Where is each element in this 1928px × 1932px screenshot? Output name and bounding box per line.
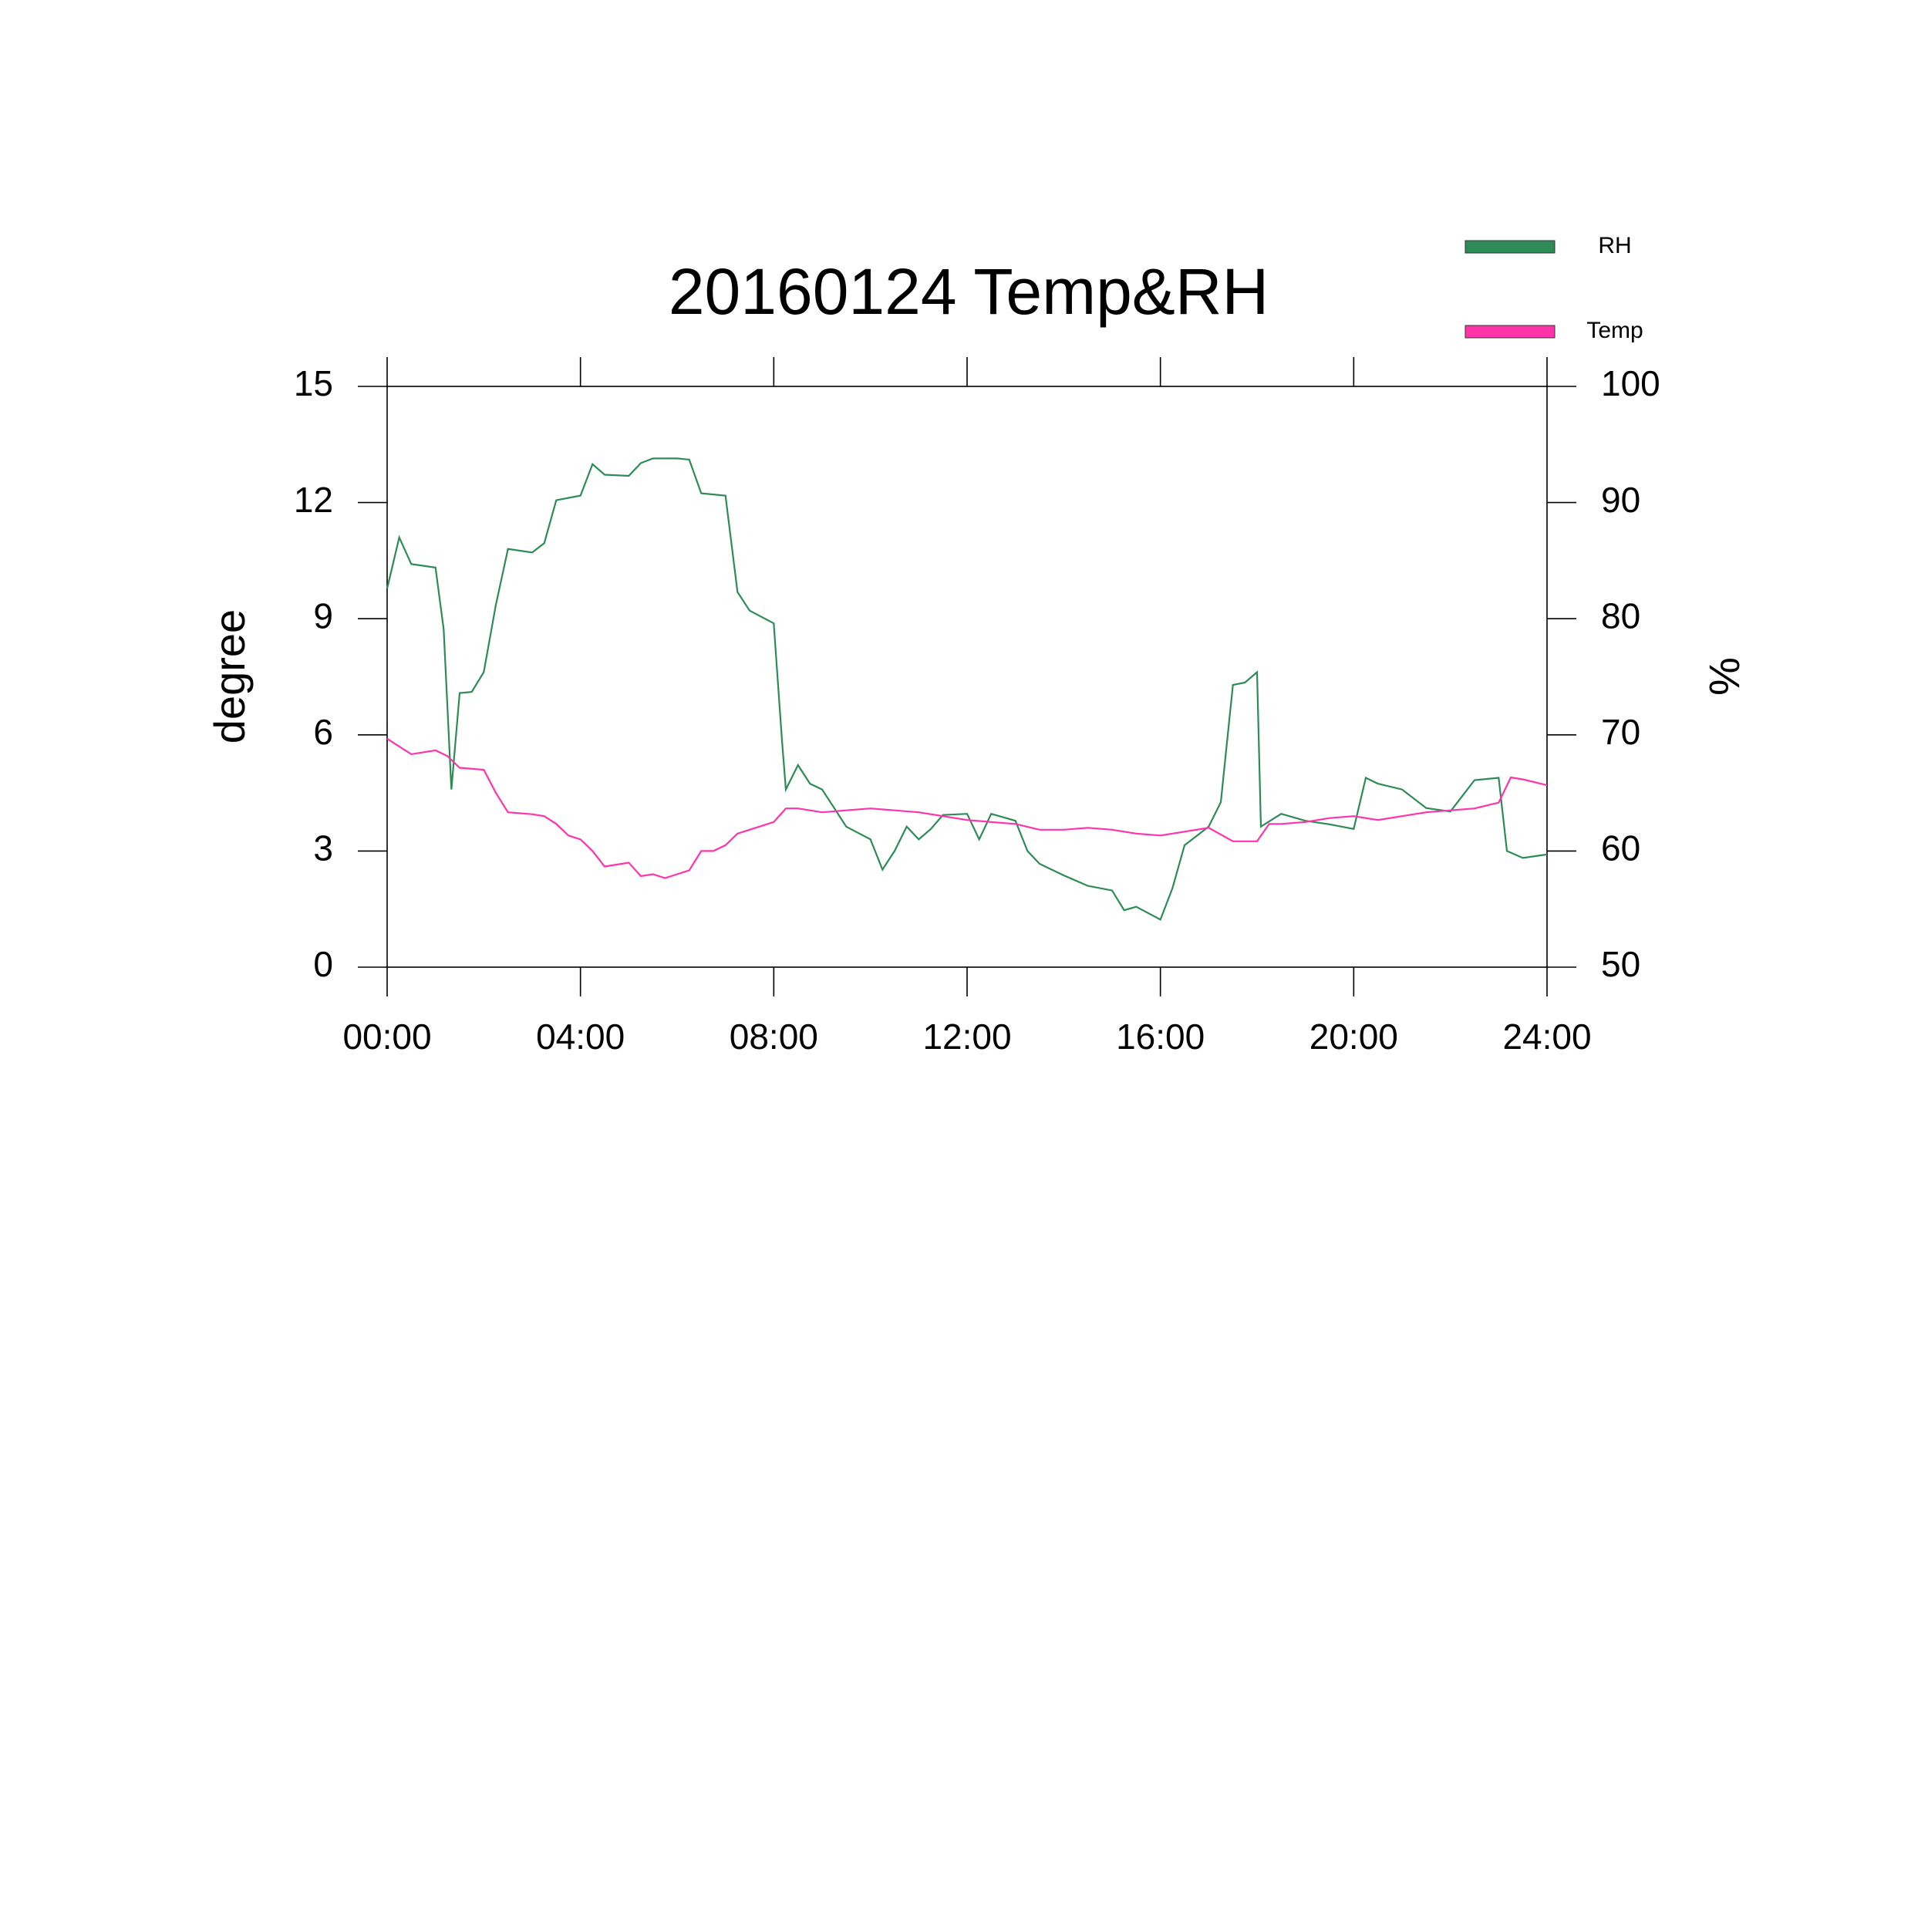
chart-title: 20160124 Temp&RH <box>669 255 1269 328</box>
y-tick-label: 12 <box>294 480 333 520</box>
x-tick-label: 04:00 <box>536 1017 625 1057</box>
legend-swatch <box>1465 325 1556 339</box>
y2-tick-label: 100 <box>1601 363 1660 403</box>
y2-tick-label: 70 <box>1601 712 1640 752</box>
data-line <box>386 737 1548 879</box>
data-line <box>386 457 1548 921</box>
x-tick-label: 00:00 <box>342 1017 431 1057</box>
legend-label: RH <box>1598 233 1631 258</box>
y-tick-label: 3 <box>313 828 333 868</box>
y2-axis-title: % <box>1700 657 1749 696</box>
y2-tick-label: 50 <box>1601 944 1640 984</box>
y2-tick-label: 90 <box>1601 480 1640 520</box>
x-tick-label: 16:00 <box>1116 1017 1205 1057</box>
y-tick-label: 0 <box>313 944 333 984</box>
legend-swatch <box>1465 240 1556 254</box>
x-tick-label: 24:00 <box>1502 1017 1591 1057</box>
y-axis-title: degree <box>205 609 254 743</box>
y2-tick-label: 60 <box>1601 828 1640 868</box>
y2-tick-label: 80 <box>1601 595 1640 636</box>
y-tick-label: 9 <box>313 595 333 636</box>
x-tick-label: 08:00 <box>730 1017 818 1057</box>
y-tick-label: 15 <box>294 363 333 403</box>
x-tick-label: 12:00 <box>922 1017 1011 1057</box>
y-tick-label: 6 <box>313 712 333 752</box>
x-tick-label: 20:00 <box>1309 1017 1398 1057</box>
legend-label: Temp <box>1586 318 1643 343</box>
plot-frame <box>386 386 1548 968</box>
